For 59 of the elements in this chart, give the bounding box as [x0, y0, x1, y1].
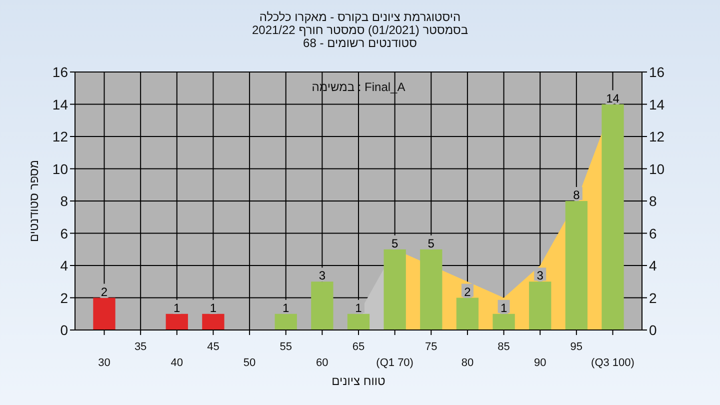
x-tick-label: 65 — [352, 341, 365, 353]
x-tick-label: 80 — [461, 357, 474, 369]
data-label: 1 — [282, 300, 290, 315]
bar — [420, 249, 442, 330]
bar — [166, 314, 188, 330]
x-tick-label: 35 — [134, 341, 147, 353]
chart-subtitle: בסמסטר (01/2021) סמסטר חורף 2021/22 סטודנטים רשומים - 68 — [252, 23, 468, 50]
y-tick-label: 0 — [60, 322, 68, 338]
data-label: 1 — [174, 300, 181, 315]
data-label: 2 — [464, 284, 472, 299]
bar — [565, 201, 588, 330]
x-tick-label: 40 — [170, 357, 184, 369]
data-label: 2 — [100, 284, 108, 299]
y2-tick-label: 16 — [649, 64, 665, 80]
y2-tick-label: 2 — [649, 290, 657, 306]
y-tick-label: 16 — [52, 64, 68, 80]
data-label: 1 — [210, 300, 217, 315]
y2-tick-label: 6 — [649, 225, 657, 242]
y-tick-label: 6 — [60, 225, 68, 242]
x-tick-label: 90 — [534, 357, 546, 369]
data-label: 14 — [606, 91, 620, 106]
bar — [602, 104, 624, 330]
chart-title: היסטוגרמת ציונים בקורס - מאקרו כלכלה — [259, 10, 461, 24]
y2-tick-label: 0 — [649, 322, 657, 338]
x-tick-label: (Q3 100) — [591, 357, 634, 369]
y2-tick-label: 8 — [649, 193, 657, 209]
y-tick-label: 8 — [60, 193, 68, 209]
x-tick-label: 60 — [316, 357, 328, 369]
y2-tick-label: 14 — [649, 96, 665, 112]
y2-tick-label: 12 — [649, 128, 665, 144]
y-axis-title: מספר סטודנטים — [27, 160, 41, 242]
data-label: 8 — [573, 188, 580, 202]
data-label: 3 — [318, 268, 326, 283]
x-tick-label: 45 — [207, 341, 220, 353]
data-label: 1 — [500, 300, 508, 315]
y2-tick-label: 4 — [649, 258, 657, 274]
x-tick-label: (Q1 70) — [376, 357, 414, 369]
y-tick-label: 10 — [52, 160, 68, 177]
bar — [347, 314, 370, 330]
x-axis-title: טווח ציונים — [332, 374, 386, 388]
y-tick-label: 2 — [60, 290, 68, 306]
data-label: 5 — [391, 236, 398, 250]
data-label: 3 — [536, 268, 544, 283]
y-tick-label: 14 — [52, 96, 68, 112]
x-tick-label: 95 — [570, 341, 583, 353]
bar — [274, 314, 297, 330]
bar — [93, 298, 116, 330]
x-tick-label: 50 — [243, 357, 256, 369]
x-tick-label: 75 — [425, 341, 438, 353]
y-tick-label: 12 — [52, 128, 68, 144]
bar — [202, 314, 224, 330]
x-tick-label: 85 — [498, 341, 510, 353]
x-tick-label: 55 — [280, 341, 292, 353]
y2-tick-label: 10 — [649, 160, 665, 177]
data-label: 5 — [428, 236, 435, 250]
y-tick-label: 4 — [60, 258, 68, 274]
data-label: 1 — [355, 300, 362, 315]
bar — [311, 282, 334, 330]
x-tick-label: 30 — [98, 357, 110, 369]
